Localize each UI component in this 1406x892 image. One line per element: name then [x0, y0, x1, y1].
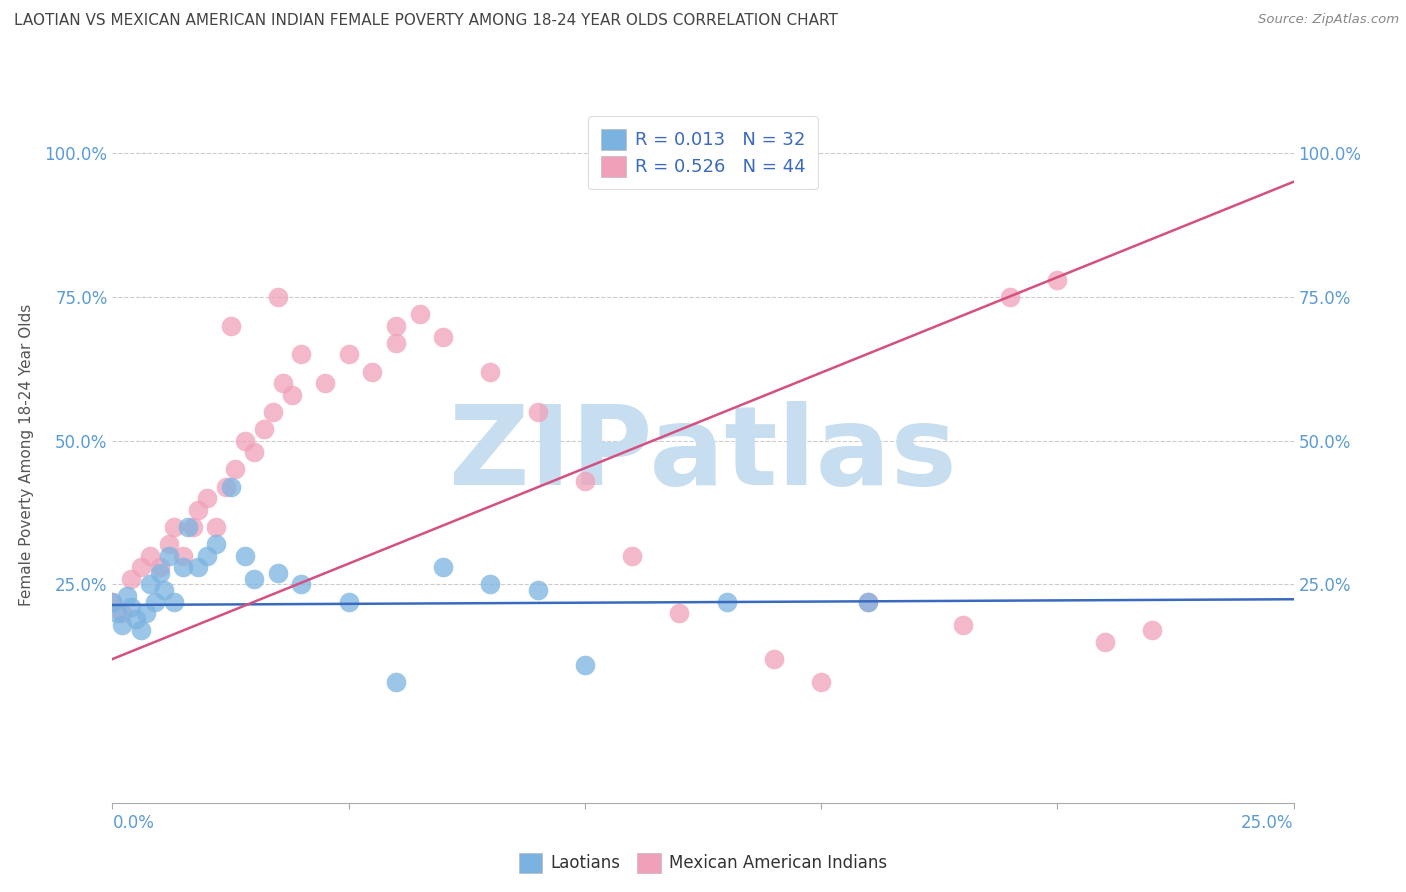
- Point: [337, 347, 360, 361]
- Point: [267, 566, 290, 580]
- Point: [1046, 272, 1069, 286]
- Point: [172, 560, 194, 574]
- Point: [998, 290, 1021, 304]
- Point: [716, 594, 738, 608]
- Point: [149, 560, 172, 574]
- Point: [479, 577, 502, 591]
- Point: [111, 606, 134, 620]
- Text: 25.0%: 25.0%: [1241, 814, 1294, 832]
- Point: [290, 577, 312, 591]
- Point: [186, 560, 208, 574]
- Point: [186, 502, 208, 516]
- Point: [105, 606, 128, 620]
- Point: [385, 318, 408, 333]
- Point: [219, 479, 242, 493]
- Point: [858, 594, 880, 608]
- Point: [762, 652, 785, 666]
- Point: [267, 290, 290, 304]
- Point: [139, 549, 162, 563]
- Point: [177, 520, 200, 534]
- Point: [385, 675, 408, 690]
- Point: [195, 549, 218, 563]
- Point: [143, 594, 166, 608]
- Point: [129, 560, 152, 574]
- Point: [526, 582, 548, 597]
- Point: [149, 566, 172, 580]
- Legend: Laotians, Mexican American Indians: Laotians, Mexican American Indians: [512, 847, 894, 880]
- Point: [215, 479, 238, 493]
- Point: [526, 405, 548, 419]
- Point: [621, 549, 644, 563]
- Point: [219, 318, 242, 333]
- Y-axis label: Female Poverty Among 18-24 Year Olds: Female Poverty Among 18-24 Year Olds: [18, 304, 34, 606]
- Point: [233, 549, 256, 563]
- Point: [139, 577, 162, 591]
- Point: [157, 549, 180, 563]
- Point: [120, 572, 142, 586]
- Point: [101, 594, 124, 608]
- Point: [408, 307, 430, 321]
- Point: [153, 582, 176, 597]
- Point: [163, 594, 186, 608]
- Point: [125, 612, 148, 626]
- Point: [262, 405, 284, 419]
- Point: [314, 376, 336, 390]
- Point: [195, 491, 218, 505]
- Point: [952, 617, 974, 632]
- Point: [290, 347, 312, 361]
- Point: [243, 445, 266, 459]
- Point: [479, 365, 502, 379]
- Point: [120, 600, 142, 615]
- Point: [385, 335, 408, 350]
- Point: [243, 572, 266, 586]
- Point: [574, 657, 596, 672]
- Point: [101, 594, 124, 608]
- Point: [135, 606, 157, 620]
- Point: [205, 520, 228, 534]
- Point: [181, 520, 204, 534]
- Legend: R = 0.013   N = 32, R = 0.526   N = 44: R = 0.013 N = 32, R = 0.526 N = 44: [588, 116, 818, 189]
- Point: [224, 462, 246, 476]
- Point: [111, 617, 134, 632]
- Point: [129, 624, 152, 638]
- Point: [172, 549, 194, 563]
- Point: [253, 422, 276, 436]
- Text: Source: ZipAtlas.com: Source: ZipAtlas.com: [1258, 13, 1399, 27]
- Point: [1094, 635, 1116, 649]
- Point: [233, 434, 256, 448]
- Point: [858, 594, 880, 608]
- Point: [337, 594, 360, 608]
- Point: [1140, 624, 1163, 638]
- Point: [163, 520, 186, 534]
- Point: [432, 560, 454, 574]
- Point: [157, 537, 180, 551]
- Point: [361, 365, 384, 379]
- Point: [668, 606, 690, 620]
- Point: [205, 537, 228, 551]
- Point: [574, 474, 596, 488]
- Point: [115, 589, 138, 603]
- Text: 0.0%: 0.0%: [112, 814, 155, 832]
- Point: [281, 387, 304, 401]
- Point: [271, 376, 294, 390]
- Point: [810, 675, 832, 690]
- Text: ZIPatlas: ZIPatlas: [449, 401, 957, 508]
- Point: [432, 330, 454, 344]
- Text: LAOTIAN VS MEXICAN AMERICAN INDIAN FEMALE POVERTY AMONG 18-24 YEAR OLDS CORRELAT: LAOTIAN VS MEXICAN AMERICAN INDIAN FEMAL…: [14, 13, 838, 29]
